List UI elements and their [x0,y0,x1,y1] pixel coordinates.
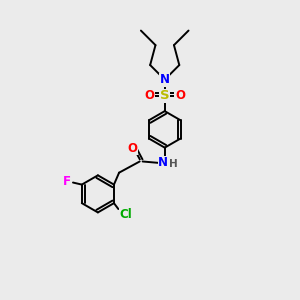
Text: N: N [158,157,168,169]
Text: O: O [175,89,185,102]
Text: Cl: Cl [119,208,132,221]
Text: H: H [169,159,178,170]
Text: O: O [144,89,154,102]
Text: O: O [127,142,137,155]
Text: S: S [160,89,169,102]
Text: N: N [160,73,170,86]
Text: F: F [63,175,71,188]
